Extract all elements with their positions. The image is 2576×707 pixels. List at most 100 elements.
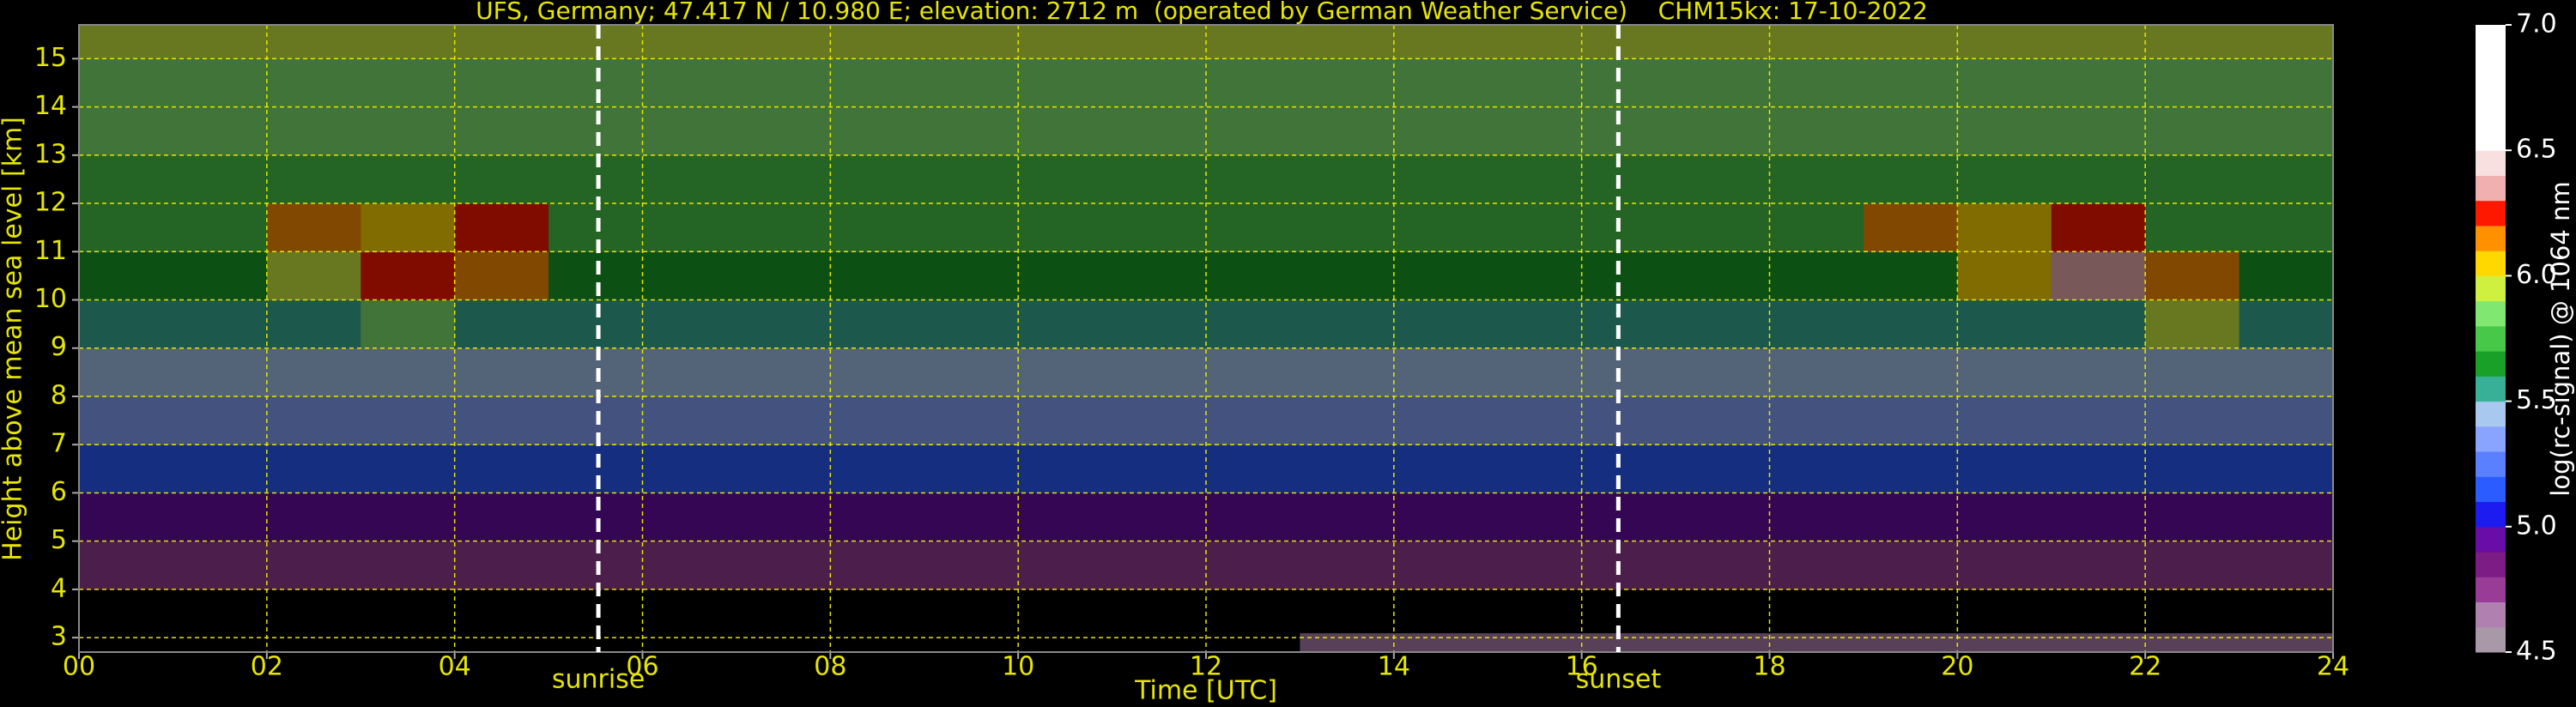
heatmap-cell [1488,251,1583,301]
x-tick-label: 22 [2129,652,2161,682]
heatmap-cell [1112,106,1207,156]
heatmap-cell [1769,444,1864,493]
heatmap-cell [1206,154,1300,204]
heatmap-cell [1488,25,1583,59]
heatmap-cell [924,492,1019,542]
heatmap-cell [1676,589,1770,634]
heatmap-cell [1676,541,1770,590]
heatmap-cell [830,106,925,156]
y-tick-label: 5 [51,525,67,555]
heatmap-cell [1112,58,1207,108]
heatmap-cell [1676,299,1770,349]
heatmap-cell [173,492,268,542]
heatmap-cell [924,632,1019,653]
heatmap-cell [173,632,268,653]
heatmap-cell [1581,299,1676,349]
heatmap-cell [642,203,737,252]
heatmap-cell [1769,492,1864,542]
heatmap-cell [1769,347,1864,397]
heatmap-cell [361,347,456,397]
heatmap-cell [1863,106,1958,156]
heatmap-cell [1957,106,2052,156]
heatmap-cell [1581,154,1676,204]
heatmap-cell [549,251,643,301]
heatmap-cell [1206,541,1300,590]
heatmap-cell [2051,541,2146,590]
heatmap-cell [1676,25,1770,59]
heatmap-cell [549,299,643,349]
heatmap-cell [79,347,173,397]
heatmap-cell [1769,154,1864,204]
heatmap-cell [1112,632,1207,653]
heatmap-cell [830,299,925,349]
heatmap-cell [924,589,1019,634]
heatmap-cell [830,154,925,204]
heatmap-cell [642,492,737,542]
heatmap-cell [1957,251,2052,301]
colorbar-tick-label: 4.5 [2516,637,2557,667]
heatmap-cell [1957,589,2052,634]
heatmap-cell [924,299,1019,349]
heatmap-cell [1488,589,1583,634]
heatmap-cell [1863,541,1958,590]
heatmap-cell [1112,396,1207,445]
heatmap-cell [642,589,737,634]
heatmap-cell [361,154,456,204]
heatmap-cell [1863,396,1958,445]
heatmap-cell [2145,106,2240,156]
heatmap-cell [2145,492,2240,542]
heatmap-cell [1676,251,1770,301]
heatmap-cell [173,58,268,108]
colorbar-segment [2476,401,2506,427]
heatmap-cell [924,347,1019,397]
colorbar-segment [2476,626,2506,653]
heatmap-cell [642,347,737,397]
heatmap-cell [1112,154,1207,204]
heatmap-cell [1393,632,1488,653]
y-axis-label: Height above mean sea level [km] [0,117,28,561]
heatmap-cell [1676,154,1770,204]
heatmap-cell [1112,492,1207,542]
x-tick-label: 18 [1753,652,1785,682]
heatmap-cell [1018,25,1113,59]
heatmap-cell [361,106,456,156]
heatmap-cell [2239,203,2334,252]
heatmap-cell [454,106,549,156]
heatmap-cell [736,299,831,349]
heatmap-cell [1488,632,1583,653]
overlay: 3 4 5 6 7 8 9 10 11 12 13 14 15 00 02 04 06 08 10 12 14 16 18 2… [34,24,2349,695]
colorbar-segment [2476,275,2506,302]
heatmap-cell [1393,299,1488,349]
heatmap-cell [1488,541,1583,590]
heatmap-cell [454,347,549,397]
heatmap-cell [549,589,643,634]
x-tick-label: 02 [251,652,283,682]
heatmap-cell [361,299,456,349]
heatmap-cell [266,251,361,301]
heatmap-cell [1863,589,1958,634]
colorbar-segment [2476,124,2506,151]
heatmap-cell [1488,106,1583,156]
heatmap-cell [173,444,268,493]
heatmap-cell [2145,589,2240,634]
heatmap-cell [2239,444,2334,493]
heatmap-cell [79,632,173,653]
heatmap-cell [1581,106,1676,156]
heatmap-cell [1300,299,1395,349]
heatmap-cell [1300,492,1395,542]
x-tick-label: 14 [1378,652,1410,682]
heatmap-cell [1018,444,1113,493]
heatmap-cell [2145,444,2240,493]
heatmap-cell [79,106,173,156]
heatmap-cell [79,25,173,59]
heatmap-cell [1206,203,1300,252]
y-tick-label: 12 [34,188,67,218]
colorbar-segment [2476,476,2506,503]
heatmap-cell [1957,396,2052,445]
heatmap-cell [642,251,737,301]
heatmap-cell [1957,541,2052,590]
heatmap-cell [736,396,831,445]
heatmap-cell [924,444,1019,493]
heatmap-cell [173,541,268,590]
heatmap-cell [736,58,831,108]
